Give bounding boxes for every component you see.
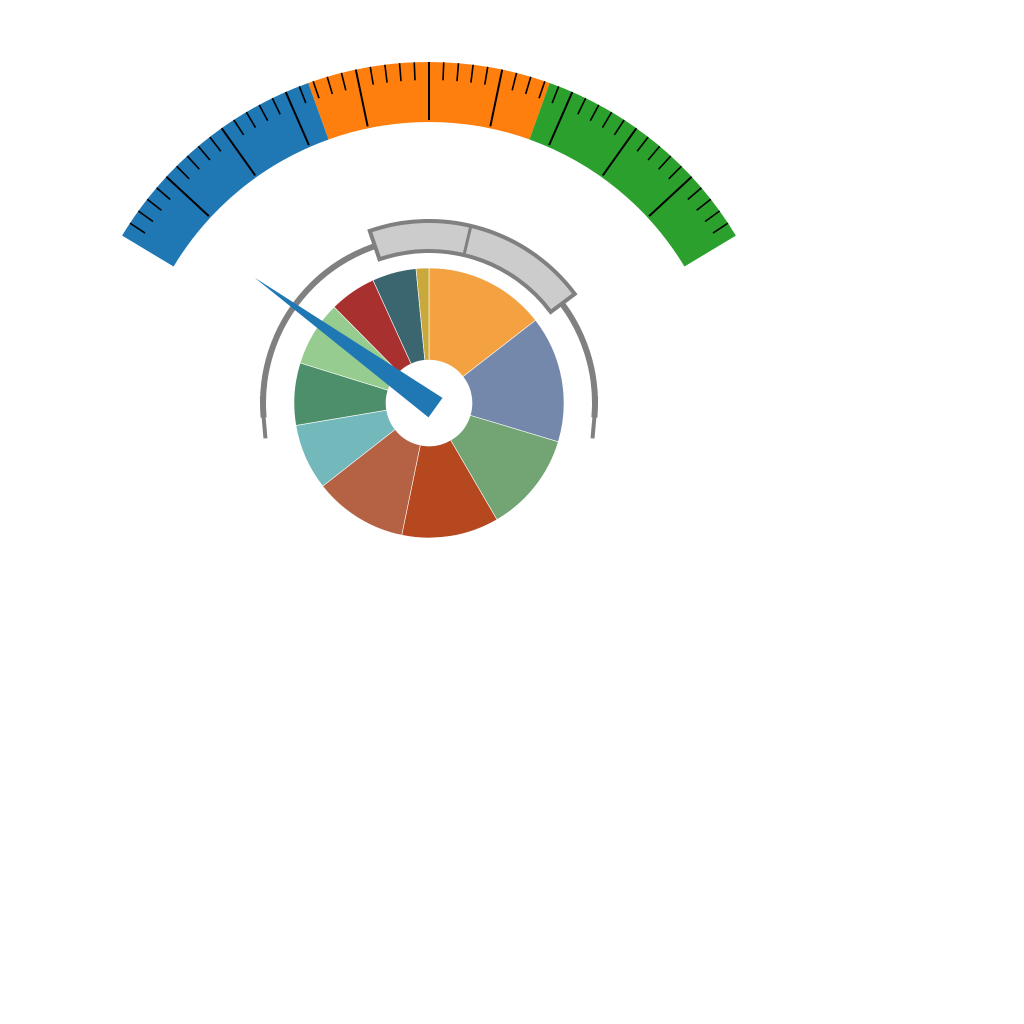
gauge-minor-tick [442, 62, 445, 81]
gauge-major-tick [354, 69, 369, 127]
gauge-minor-tick [258, 104, 269, 122]
gauge-minor-tick [326, 76, 334, 95]
gauge-minor-tick [233, 119, 245, 136]
gauge-minor-tick [636, 136, 649, 152]
gauge-major-tick [648, 176, 693, 217]
gauge-major-tick [601, 127, 638, 177]
donut-slice-11 [415, 267, 430, 361]
gauge-minor-tick [398, 63, 402, 82]
donut-chart [293, 267, 565, 539]
needle-layer [254, 277, 443, 418]
gauge-minor-tick [146, 198, 162, 211]
frame-end-tick [590, 396, 599, 439]
gauge-minor-tick [483, 66, 489, 85]
gauge-major-tick [548, 91, 574, 146]
donut-slice-4 [401, 439, 498, 539]
gauge-minor-tick [668, 165, 683, 180]
gauge-minor-tick [175, 165, 190, 180]
gauge-minor-tick [551, 86, 560, 104]
gauge-minor-tick [647, 145, 661, 161]
gauge-minor-tick [137, 210, 154, 223]
gauge-minor-tick [209, 136, 222, 152]
donut-slice-3 [450, 414, 559, 521]
gauge-minor-tick [271, 97, 281, 115]
gauge-major-tick [489, 69, 504, 127]
gauge-minor-tick [613, 119, 625, 136]
gauge-band-3 [529, 82, 736, 267]
frame-highlight-band [367, 219, 578, 315]
gauge-frame [259, 219, 599, 439]
gauge-needle [254, 277, 443, 418]
gauge-minor-tick [712, 222, 729, 234]
gauge-minor-tick [601, 111, 613, 128]
gauge-major-tick [220, 127, 257, 177]
gauge-major-tick [284, 91, 310, 146]
gauge-minor-tick [511, 72, 518, 91]
donut-slice-2 [462, 319, 565, 443]
gauge-minor-tick [470, 64, 474, 83]
gauge-minor-tick [312, 81, 320, 99]
gauge-minor-tick [696, 198, 712, 211]
gauge-minor-tick [524, 76, 532, 95]
gauge-minor-tick [687, 187, 702, 201]
gauge-minor-tick [156, 187, 171, 201]
gauge-major-tick [165, 176, 210, 217]
gauge-minor-tick [340, 72, 347, 91]
gauge-minor-tick [298, 86, 307, 104]
gauge-minor-tick [186, 155, 200, 170]
gauge-minor-tick [538, 81, 546, 99]
gauge-minor-tick [129, 222, 146, 234]
frame-divider [462, 225, 473, 256]
donut-slice-1 [428, 267, 537, 378]
outer-gauge [122, 62, 736, 267]
gauge-minor-tick [456, 63, 460, 82]
gauge-minor-tick [197, 145, 211, 161]
gauge-minor-tick [577, 97, 587, 115]
gauge-minor-tick [413, 62, 416, 81]
gauge-band-1 [122, 82, 329, 267]
gauge-minor-tick [245, 111, 257, 128]
gauge-minor-tick [369, 66, 375, 85]
gauge-minor-tick [589, 104, 600, 122]
gauge-minor-tick [384, 64, 388, 83]
gauge-minor-tick [704, 210, 721, 223]
gauge-minor-tick [658, 155, 672, 170]
frame-start-tick [259, 396, 268, 439]
